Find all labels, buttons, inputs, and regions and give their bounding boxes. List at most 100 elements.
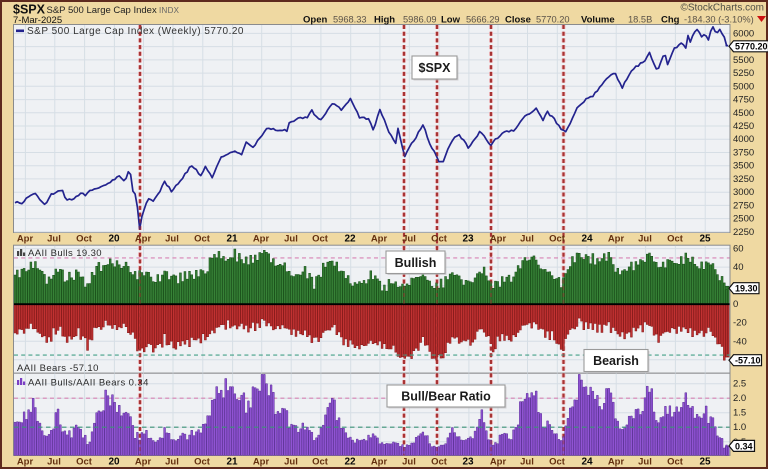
svg-text:1.5: 1.5 [733, 408, 746, 419]
svg-text:5770.20: 5770.20 [735, 42, 768, 52]
svg-text:25: 25 [699, 234, 711, 245]
svg-text:2250: 2250 [733, 227, 754, 238]
svg-text:Bull/Bear Ratio: Bull/Bear Ratio [401, 390, 491, 404]
svg-text:Jul: Jul [165, 457, 179, 468]
svg-text:AAII Bears -57.10: AAII Bears -57.10 [17, 363, 99, 374]
svg-text:Jul: Jul [284, 234, 298, 245]
svg-text:5250: 5250 [733, 68, 754, 79]
svg-text:Apr: Apr [371, 457, 388, 468]
svg-text:Bullish: Bullish [395, 256, 437, 270]
svg-text:Apr: Apr [135, 457, 152, 468]
svg-text:Jul: Jul [47, 234, 61, 245]
svg-text:Bearish: Bearish [593, 354, 639, 368]
svg-text:Apr: Apr [490, 234, 507, 245]
svg-text:Apr: Apr [608, 234, 625, 245]
svg-text:3000: 3000 [733, 187, 754, 198]
svg-text:21: 21 [226, 234, 238, 245]
svg-text:Close: Close [505, 15, 531, 26]
svg-text:3750: 3750 [733, 148, 754, 159]
svg-text:Oct: Oct [194, 457, 211, 468]
svg-text:Oct: Oct [667, 234, 684, 245]
svg-text:Oct: Oct [549, 457, 566, 468]
svg-text:0.34: 0.34 [735, 441, 753, 451]
svg-text:25: 25 [699, 457, 711, 468]
svg-text:40: 40 [733, 262, 744, 273]
svg-text:S&P 500 Large Cap Index: S&P 500 Large Cap Index [47, 5, 157, 16]
svg-text:Apr: Apr [17, 234, 34, 245]
svg-text:Jul: Jul [520, 457, 534, 468]
svg-text:20: 20 [108, 234, 120, 245]
svg-text:Oct: Oct [431, 234, 448, 245]
svg-text:S&P 500 Large Cap Index (Weekl: S&P 500 Large Cap Index (Weekly) 5770.20 [27, 26, 244, 37]
svg-text:4000: 4000 [733, 134, 754, 145]
svg-text:Apr: Apr [490, 457, 507, 468]
svg-text:Apr: Apr [135, 234, 152, 245]
svg-text:2.0: 2.0 [733, 393, 746, 404]
svg-text:Low: Low [441, 15, 461, 26]
svg-text:5968.33: 5968.33 [333, 15, 367, 25]
svg-text:Oct: Oct [667, 457, 684, 468]
svg-text:3500: 3500 [733, 161, 754, 172]
svg-text:Oct: Oct [549, 234, 566, 245]
svg-text:AAII Bulls/AAII Bears 0.34: AAII Bulls/AAII Bears 0.34 [28, 378, 149, 389]
svg-text:$SPX: $SPX [13, 3, 46, 17]
svg-text:19.30: 19.30 [735, 284, 758, 294]
svg-text:21: 21 [226, 457, 238, 468]
svg-text:Apr: Apr [17, 457, 34, 468]
svg-text:5000: 5000 [733, 81, 754, 92]
svg-text:Apr: Apr [253, 234, 270, 245]
svg-text:5770.20: 5770.20 [536, 15, 570, 25]
svg-text:-57.10: -57.10 [735, 356, 761, 366]
svg-text:Jul: Jul [638, 457, 652, 468]
svg-text:Jul: Jul [165, 234, 179, 245]
svg-text:22: 22 [344, 457, 356, 468]
svg-text:7-Mar-2025: 7-Mar-2025 [13, 15, 62, 26]
svg-text:24: 24 [581, 457, 593, 468]
svg-text:3250: 3250 [733, 174, 754, 185]
svg-text:Oct: Oct [194, 234, 211, 245]
svg-text:24: 24 [581, 234, 593, 245]
svg-text:4250: 4250 [733, 121, 754, 132]
svg-text:-184.30 (-3.10%): -184.30 (-3.10%) [684, 15, 754, 25]
svg-text:-20: -20 [733, 318, 747, 329]
svg-text:23: 23 [462, 234, 474, 245]
svg-text:2750: 2750 [733, 200, 754, 211]
svg-text:-40: -40 [733, 336, 747, 347]
svg-text:©StockCharts.com: ©StockCharts.com [680, 3, 764, 14]
svg-text:5986.09: 5986.09 [403, 15, 437, 25]
svg-text:23: 23 [462, 457, 474, 468]
svg-text:5500: 5500 [733, 55, 754, 66]
svg-text:Jul: Jul [47, 457, 61, 468]
svg-text:Jul: Jul [284, 457, 298, 468]
svg-text:1.0: 1.0 [733, 422, 746, 433]
svg-text:INDX: INDX [159, 6, 180, 15]
svg-text:6000: 6000 [733, 28, 754, 39]
svg-text:Oct: Oct [431, 457, 448, 468]
svg-text:High: High [374, 15, 395, 26]
svg-text:Oct: Oct [312, 457, 329, 468]
svg-text:22: 22 [344, 234, 356, 245]
svg-text:$SPX: $SPX [419, 61, 452, 75]
svg-text:Jul: Jul [402, 457, 416, 468]
svg-text:Oct: Oct [76, 234, 93, 245]
svg-text:Chg: Chg [661, 15, 680, 26]
svg-text:20: 20 [108, 457, 120, 468]
svg-text:Volume: Volume [581, 15, 615, 26]
svg-text:2.5: 2.5 [733, 379, 746, 390]
svg-text:0: 0 [733, 299, 738, 310]
svg-text:Oct: Oct [312, 234, 329, 245]
svg-text:4750: 4750 [733, 95, 754, 106]
svg-text:Apr: Apr [608, 457, 625, 468]
svg-text:Jul: Jul [638, 234, 652, 245]
svg-text:60: 60 [733, 244, 744, 255]
svg-text:18.5B: 18.5B [628, 15, 652, 25]
svg-text:4500: 4500 [733, 108, 754, 119]
svg-text:5666.29: 5666.29 [466, 15, 500, 25]
svg-text:2500: 2500 [733, 214, 754, 225]
svg-text:Jul: Jul [402, 234, 416, 245]
svg-text:Jul: Jul [520, 234, 534, 245]
svg-text:Apr: Apr [253, 457, 270, 468]
svg-text:Open: Open [303, 15, 327, 26]
svg-text:Oct: Oct [76, 457, 93, 468]
svg-text:Apr: Apr [371, 234, 388, 245]
